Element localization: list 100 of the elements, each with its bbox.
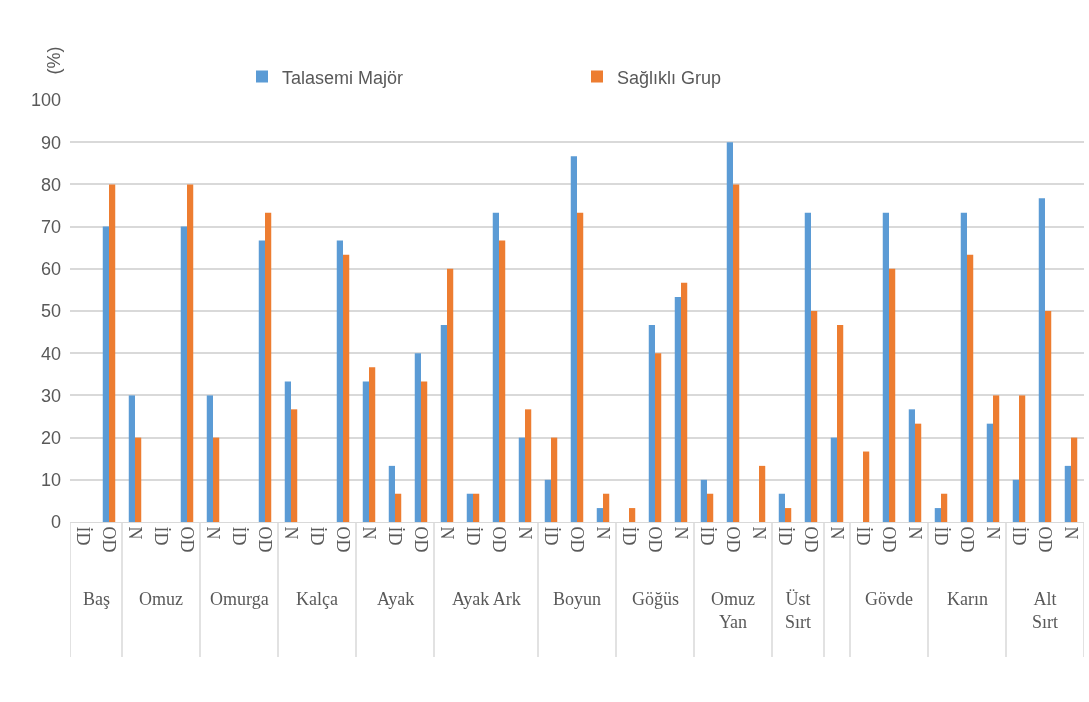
bar — [960, 212, 967, 522]
bar — [1019, 395, 1026, 522]
bar — [395, 493, 402, 522]
bar — [492, 212, 499, 522]
x-tick-label: OD — [255, 526, 276, 553]
bar — [759, 465, 766, 522]
bar — [265, 212, 272, 522]
y-tick-label: 90 — [40, 132, 61, 153]
x-tick-label: OD — [177, 526, 198, 553]
bar — [837, 324, 844, 522]
text: Boyun — [553, 589, 602, 609]
x-tick-label: N — [983, 526, 1004, 540]
text: Gövde — [865, 589, 913, 609]
bar — [213, 437, 220, 522]
bar — [1064, 465, 1071, 522]
y-tick-label: 20 — [40, 427, 61, 448]
x-tick-label: OD — [489, 526, 510, 553]
x-tick-label: N — [593, 526, 614, 540]
bar — [206, 395, 213, 522]
bar — [700, 479, 707, 522]
bar — [369, 367, 376, 522]
bar — [1071, 437, 1078, 522]
x-tick-label: N — [749, 526, 770, 540]
x-tick-label: N — [437, 526, 458, 540]
x-tick-label: OD — [723, 526, 744, 553]
text: Omurga — [210, 589, 269, 609]
text: Üst Sırt — [785, 589, 812, 633]
x-tick-label: İD — [1009, 526, 1030, 546]
x-tick-label: N — [281, 526, 302, 540]
x-tick-label: OD — [645, 526, 666, 553]
bar — [414, 353, 421, 522]
text: Göğüs — [632, 589, 680, 609]
bar — [830, 437, 837, 522]
x-tick-label: OD — [567, 526, 588, 553]
text: Karın — [947, 589, 988, 609]
x-tick-label: N — [671, 526, 692, 540]
bar — [473, 493, 480, 522]
bar — [967, 254, 974, 522]
x-tick-label: N — [515, 526, 536, 540]
y-tick-label: 100 — [30, 90, 61, 111]
bar — [889, 268, 896, 522]
bar — [603, 493, 610, 522]
bar — [499, 240, 506, 522]
y-tick-label: 40 — [40, 343, 61, 364]
bar — [986, 423, 993, 522]
x-tick-label: OD — [99, 526, 120, 553]
y-tick-label: 60 — [40, 259, 61, 280]
x-tick-label: N — [905, 526, 926, 540]
text: Omuz Yan — [711, 589, 755, 633]
x-tick-label: OD — [411, 526, 432, 553]
bar — [291, 409, 298, 522]
x-tick-label: İD — [151, 526, 172, 546]
bar — [648, 324, 655, 522]
legend-label: Talasemi Majör — [282, 67, 404, 88]
x-tick-label: İD — [619, 526, 640, 546]
bar — [336, 240, 343, 522]
text: Ayak — [377, 589, 415, 609]
bar — [915, 423, 922, 522]
bar — [1038, 198, 1045, 522]
bar — [804, 212, 811, 522]
y-tick-label: 80 — [40, 174, 61, 195]
x-tick-label: N — [203, 526, 224, 540]
x-tick-label: N — [359, 526, 380, 540]
bar — [284, 381, 291, 522]
bar — [421, 381, 428, 522]
x-tick-label: İD — [697, 526, 718, 546]
x-tick-label: N — [125, 526, 146, 540]
y-tick-label: 10 — [40, 470, 61, 491]
bar — [570, 156, 577, 522]
bar — [707, 493, 714, 522]
bar — [388, 465, 395, 522]
bar — [135, 437, 142, 522]
text: Omuz — [139, 589, 183, 609]
bar — [577, 212, 584, 522]
legend-label: Sağlıklı Grup — [617, 67, 722, 88]
bar — [726, 142, 733, 522]
bar — [941, 493, 948, 522]
bar — [655, 353, 662, 522]
text: Ayak Ark — [452, 589, 521, 609]
y-tick-label: 70 — [40, 216, 61, 237]
x-tick-label: İD — [853, 526, 874, 546]
y-tick-label: 30 — [40, 385, 61, 406]
bar — [674, 297, 681, 522]
bar — [551, 437, 558, 522]
bar — [596, 508, 603, 522]
bar — [258, 240, 265, 522]
bar — [518, 437, 525, 522]
x-tick-label: OD — [1035, 526, 1056, 553]
bar — [440, 324, 447, 522]
bar — [1045, 311, 1052, 522]
bar — [993, 395, 1000, 522]
bar — [102, 226, 109, 522]
x-tick-label: İD — [307, 526, 328, 546]
y-axis-title: (%) — [43, 46, 64, 75]
bar — [811, 311, 818, 522]
x-tick-label: İD — [229, 526, 250, 546]
bar — [778, 493, 785, 522]
x-tick-label: İD — [541, 526, 562, 546]
x-tick-label: OD — [801, 526, 822, 553]
bar — [447, 268, 454, 522]
